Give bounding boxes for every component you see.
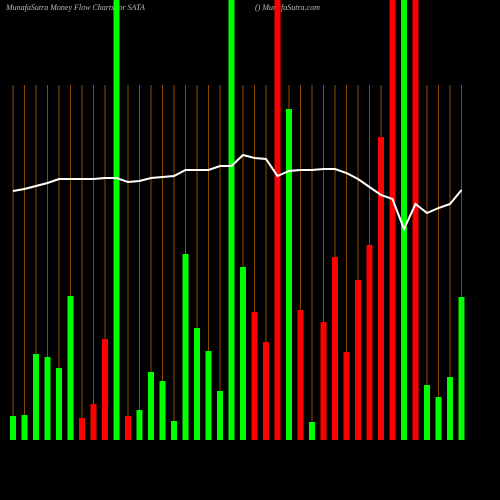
bar: [113, 0, 120, 440]
bar: [56, 368, 62, 440]
bar: [21, 415, 28, 440]
bar: [90, 404, 97, 440]
bar: [159, 381, 166, 440]
bar: [10, 416, 16, 440]
bar: [125, 416, 131, 440]
bar: [309, 422, 315, 440]
bar: [332, 257, 338, 440]
bar: [412, 0, 419, 440]
bar: [67, 296, 74, 440]
bar: [297, 310, 304, 440]
bar: [366, 245, 373, 440]
bar: [205, 351, 212, 440]
bar: [447, 377, 453, 440]
bar: [343, 352, 350, 440]
bar: [251, 312, 258, 440]
bar: [389, 0, 396, 440]
bar: [286, 109, 292, 440]
bar: [194, 328, 200, 440]
bar: [378, 137, 384, 440]
bar: [320, 322, 327, 440]
bar: [148, 372, 154, 440]
bar: [228, 0, 235, 440]
bar: [435, 397, 442, 440]
bar: [182, 254, 189, 440]
bar: [79, 418, 85, 440]
bar: [458, 297, 465, 440]
chart-subtitle: () MunafaSutra.com: [255, 3, 320, 12]
bar: [102, 339, 108, 440]
bar: [33, 354, 39, 440]
bar: [263, 342, 269, 440]
bar: [171, 421, 177, 440]
bar: [355, 280, 361, 440]
money-flow-line: [12, 153, 463, 232]
chart-title: MunafaSutra Money Flow Charts for SATA: [5, 3, 145, 12]
bar: [240, 267, 246, 440]
bar: [217, 391, 223, 440]
bar: [274, 0, 281, 440]
bar: [44, 357, 51, 440]
bar: [401, 0, 407, 440]
bar: [136, 410, 143, 440]
bar: [424, 385, 430, 440]
